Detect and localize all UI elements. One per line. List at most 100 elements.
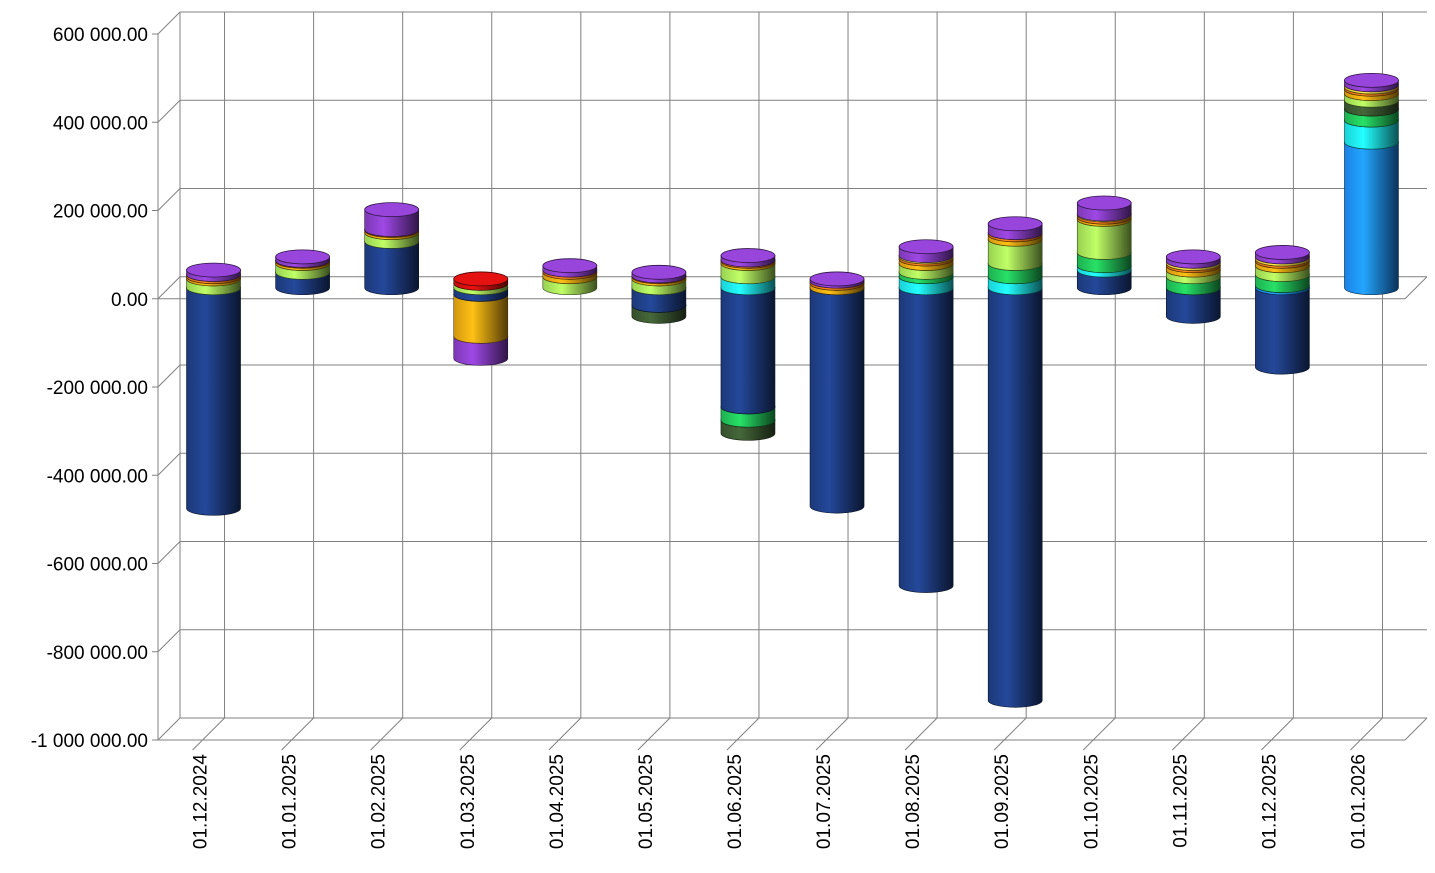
gridline-side [157,188,181,211]
floor-gridline [558,717,582,741]
bars [186,72,1399,708]
x-tick-label: 01.02.2025 [369,754,390,849]
x-tick-label: 01.09.2025 [992,754,1013,849]
x-tick-label: 01.06.2025 [725,754,746,849]
bar-segment-top [1165,249,1221,265]
x-tick [904,739,916,751]
gridline-side [157,541,181,564]
bar-segment-top [631,264,687,280]
bar-segment-top [542,258,598,274]
bar-segment-top [898,239,954,255]
x-tick [1082,739,1094,751]
bar-segment [809,287,865,514]
bar-segment-top [809,271,865,287]
x-tick-labels: 01.12.2024 01.01.2025 01.02.2025 01.03.2025… [191,754,1370,850]
x-tick-label: 01.10.2025 [1081,754,1102,849]
floor-gridline [469,717,493,741]
bar-stack [542,258,598,296]
bar-stack [898,239,954,593]
x-tick-label: 01.08.2025 [903,754,924,849]
floor-gridline [1181,717,1205,741]
bar-segment [1344,119,1399,150]
floor-gridline [1092,717,1116,741]
gridline-side [157,629,181,653]
bar-segment-top [720,248,776,263]
bar-segment-top [453,271,509,287]
bar-segment [898,287,954,593]
gridline-side [157,276,181,300]
bar-stack [275,249,331,296]
x-tick-label: 01.12.2024 [191,754,212,850]
y-tick-label: -200 000.00 [47,378,148,399]
bar-segment [1255,287,1310,375]
x-tick [993,739,1005,751]
bar-segment [453,335,509,366]
bar-stack [1254,245,1310,375]
bar-segment-top [186,262,241,278]
x-tick-label: 01.03.2025 [458,754,479,849]
gridline-side [157,452,181,476]
gridline-side [157,99,181,123]
x-tick [1261,739,1272,751]
bar-stack [1165,249,1221,324]
x-tick-label: 01.01.2026 [1348,754,1369,849]
x-tick-label: 01.04.2025 [547,754,568,849]
y-tick-label: 600 000.00 [53,25,148,46]
floor-gridline [1003,717,1027,741]
bar-segment-top [1076,195,1132,211]
bar-segment [1344,141,1399,296]
bar-segment [1166,287,1221,324]
bar-stack [364,202,420,296]
zero-plane-right [1404,276,1428,300]
bar-segment [453,294,509,344]
bar-segment [186,287,241,516]
bar-segment [987,238,1043,271]
bar-segment-top [1254,245,1310,260]
bar-segment-top [1344,72,1399,88]
floor-gridline [380,717,404,741]
bar-segment [987,287,1043,708]
bar-segment [364,241,419,296]
x-tick-label: 01.07.2025 [814,754,835,849]
x-tick [1350,739,1361,751]
floor-right-edge [1404,717,1428,741]
x-tick [1171,739,1183,751]
x-tick-label: 01.12.2025 [1259,754,1280,849]
floor-gridline [1271,717,1294,741]
bar-stack [453,271,509,366]
x-tick-label: 01.11.2025 [1170,754,1191,848]
y-tick-label: 0.00 [111,290,148,311]
bar-stack [631,264,687,324]
x-tick [370,739,382,751]
bar-stack [1344,72,1399,296]
floor-gridline [1360,717,1383,741]
gridline-side [157,717,181,741]
grid [157,11,1428,741]
bar-segment-top [364,202,420,218]
x-tick [726,739,738,751]
x-tick-label: 01.01.2025 [280,754,301,849]
y-tick-label: 200 000.00 [53,202,148,223]
bar-stack [1076,195,1132,296]
bar-segment-top [275,249,331,265]
y-tick-label: -1 000 000.00 [31,731,148,752]
x-tick-label: 01.05.2025 [636,754,657,849]
bar-segment [720,287,776,415]
y-tick-labels: 600 000.00 400 000.00 200 000.00 0.00 -200 0… [31,25,148,752]
bar-segment [1076,219,1132,260]
gridline-side [157,364,181,388]
x-tick [192,739,203,751]
x-tick [548,739,560,751]
bar-stack [720,248,776,441]
x-tick [459,739,471,751]
bar-segment [364,209,419,237]
bar-stack [186,262,241,516]
x-tick [637,739,649,751]
bar-stack [809,271,865,514]
bar-stack [987,216,1043,708]
gridline-side [157,11,181,35]
y-tick-label: 400 000.00 [53,113,148,134]
y-tick-label: -600 000.00 [47,555,148,576]
